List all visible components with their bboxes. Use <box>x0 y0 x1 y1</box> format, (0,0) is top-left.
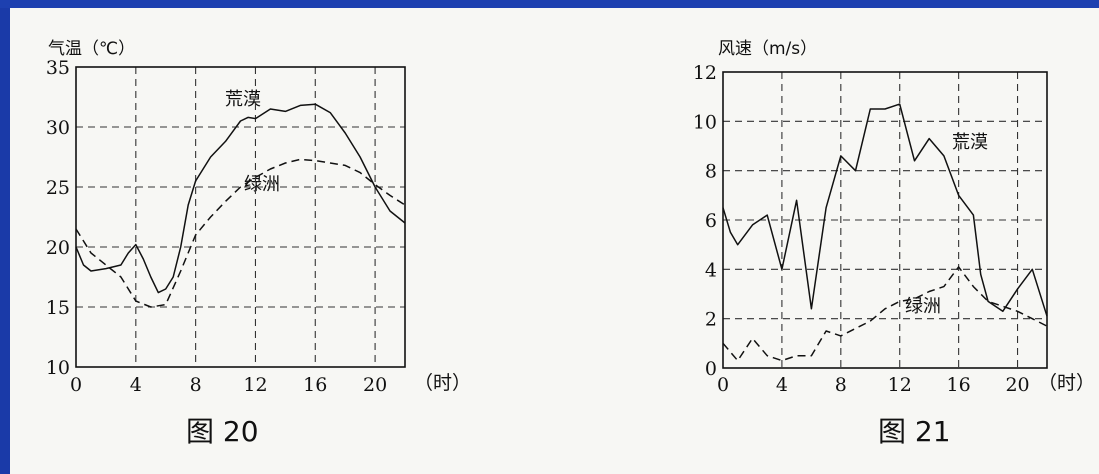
temperature-x-tick-label: 16 <box>303 374 327 396</box>
temperature-y-tick-label: 30 <box>46 117 70 139</box>
wind-y-tick-label: 12 <box>693 62 717 84</box>
temperature-x-tick-label: 0 <box>70 374 82 396</box>
wind-y-tick-label: 8 <box>705 161 717 183</box>
temperature-y-tick-label: 10 <box>46 357 70 379</box>
temperature-y-tick-label: 15 <box>46 297 70 319</box>
wind-speed-chart: 风速（m/s） （时） 图 21 荒漠 绿洲 0 4 8 12 16 20 0 2 4 6 8 10 1… <box>693 39 1095 448</box>
temperature-y-tick-label: 20 <box>46 237 70 259</box>
temperature-series-oasis-line <box>75 158 406 308</box>
wind-x-tick-label: 16 <box>947 374 971 396</box>
wind-x-tick-label: 4 <box>776 374 788 396</box>
temperature-x-tick-label: 12 <box>243 374 267 396</box>
temperature-y-axis-title: 气温（℃） <box>48 39 135 59</box>
wind-y-tick-label: 4 <box>705 259 717 281</box>
temperature-x-tick-label: 20 <box>363 374 387 396</box>
temperature-series-desert-line <box>75 103 406 294</box>
wind-plot-frame <box>722 71 1048 369</box>
wind-y-tick-label: 0 <box>705 358 717 380</box>
wind-x-tick-label: 20 <box>1005 374 1029 396</box>
wind-y-tick-label: 10 <box>693 111 717 133</box>
wind-desert-label: 荒漠 <box>952 132 988 153</box>
temperature-chart: 气温（℃） （时） 图 20 荒漠 绿洲 0 4 8 12 16 20 10 15 20 25 30… <box>46 39 471 448</box>
wind-x-tick-label: 8 <box>835 374 847 396</box>
temperature-y-tick-label: 25 <box>46 177 70 199</box>
wind-x-tick-label: 0 <box>717 374 729 396</box>
temperature-plot-frame <box>75 66 406 368</box>
wind-series-desert-line <box>722 103 1048 317</box>
temperature-x-tick-label: 4 <box>130 374 142 396</box>
wind-x-tick-label: 12 <box>888 374 912 396</box>
temperature-x-unit: （时） <box>414 372 471 394</box>
figure-20-caption: 图 20 <box>186 415 259 448</box>
wind-y-tick-label: 2 <box>705 309 717 331</box>
wind-x-unit: （时） <box>1038 372 1095 394</box>
temperature-y-tick-label: 35 <box>46 57 70 79</box>
window-top-bar <box>0 0 1099 8</box>
wind-y-tick-label: 6 <box>705 210 717 232</box>
slide-page <box>10 8 1099 474</box>
temperature-desert-label: 荒漠 <box>225 89 261 110</box>
wind-series-oasis-line <box>722 266 1048 362</box>
wind-y-axis-title: 风速（m/s） <box>718 39 817 59</box>
figure-21-caption: 图 21 <box>878 415 951 448</box>
wind-oasis-label: 绿洲 <box>905 296 941 317</box>
temperature-x-tick-label: 8 <box>190 374 202 396</box>
temperature-oasis-label: 绿洲 <box>244 174 280 195</box>
